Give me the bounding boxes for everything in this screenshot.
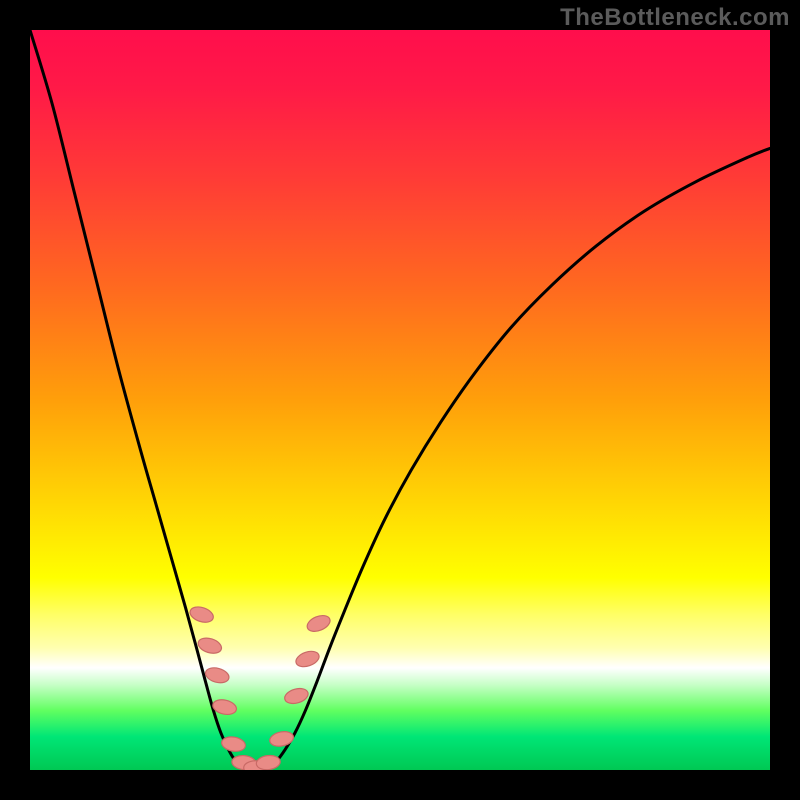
- chart-frame: TheBottleneck.com: [0, 0, 800, 800]
- chart-canvas: [0, 0, 800, 800]
- gradient-background: [30, 30, 770, 770]
- watermark-label: TheBottleneck.com: [560, 4, 790, 32]
